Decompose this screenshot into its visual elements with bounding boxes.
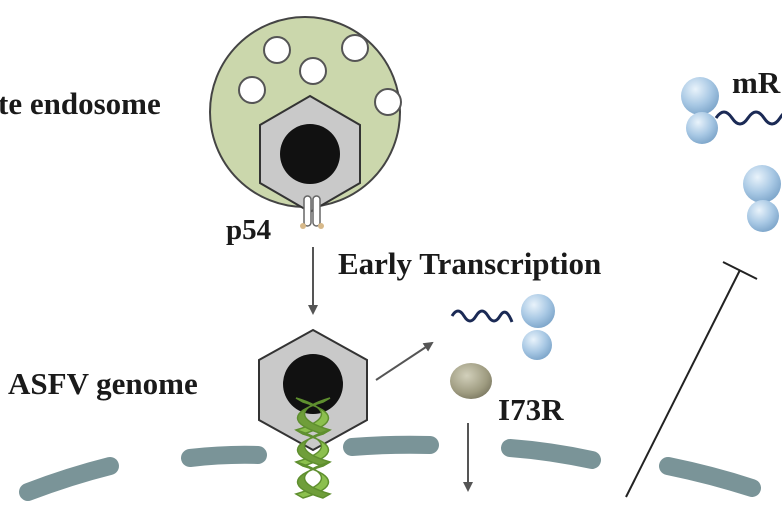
ribosome-small-subunit <box>686 112 718 144</box>
vesicle <box>374 88 402 116</box>
ribosome-small-subunit <box>747 200 779 232</box>
mrna-ribosome-complex <box>450 294 555 360</box>
vesicle <box>299 57 327 85</box>
inhibition-line <box>625 261 758 498</box>
ribosome-large-subunit <box>681 77 719 115</box>
ribosome-large-subunit <box>521 294 555 328</box>
asfv-genome-virion <box>258 328 368 452</box>
vesicle <box>263 36 291 64</box>
ribosome-small-subunit <box>522 330 552 360</box>
vesicle <box>341 34 369 62</box>
i73r-protein-icon <box>450 363 492 399</box>
early-transcription-label: Early Transcription <box>338 246 601 281</box>
mrna-strand-icon <box>714 110 782 126</box>
asfv-genome-label: ASFV genome <box>8 366 198 401</box>
membrane-segment <box>343 435 439 456</box>
i73r-label: I73R <box>498 392 564 427</box>
ribosome-large-subunit <box>743 165 781 203</box>
nuclear-membrane <box>19 435 761 501</box>
mrna-label: mR <box>732 65 781 100</box>
mrna-strand-icon <box>450 309 514 323</box>
p54-label: p54 <box>226 214 271 246</box>
membrane-segment <box>181 445 267 467</box>
vesicle <box>238 76 266 104</box>
late-endosome-label: te endosome <box>0 86 161 121</box>
membrane-segment <box>501 439 601 469</box>
transcription-arrow <box>375 341 434 381</box>
late-endosome <box>209 16 402 229</box>
membrane-segment <box>19 457 119 501</box>
virion-core <box>280 124 340 184</box>
p54-protein-icon <box>300 195 324 229</box>
membrane-segment <box>659 457 761 497</box>
mrna-ribosome-complex-top <box>681 77 782 232</box>
dna-helix-icon <box>294 397 332 499</box>
